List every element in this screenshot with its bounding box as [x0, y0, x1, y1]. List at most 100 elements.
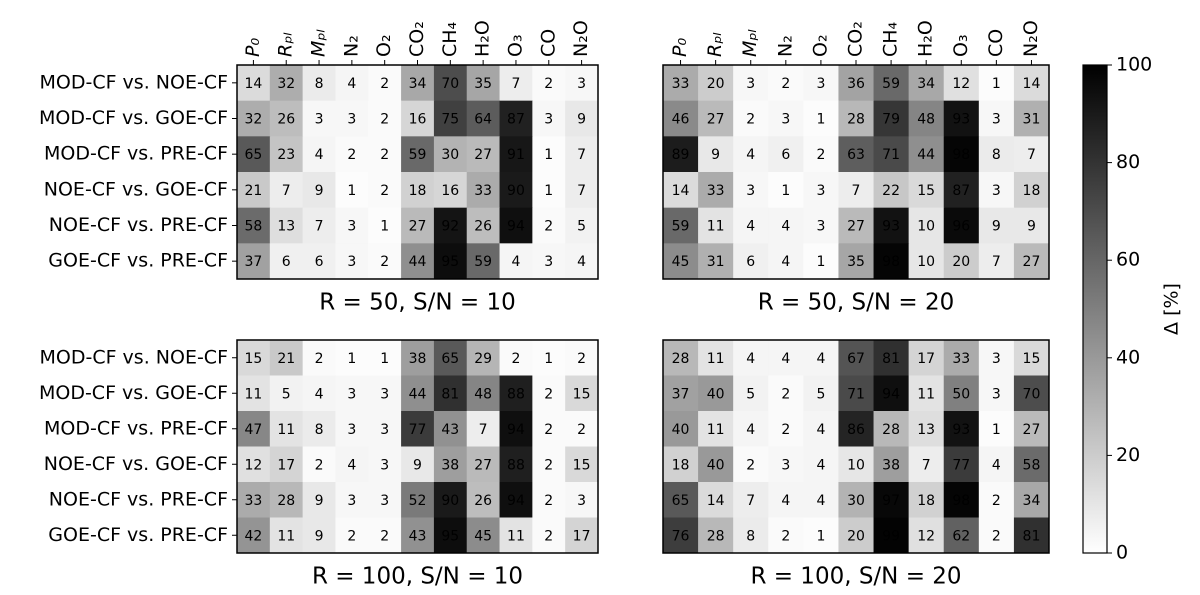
- cell-value: 77: [409, 422, 427, 438]
- heatmap-cell: [733, 375, 769, 412]
- cell-value: 3: [781, 457, 790, 473]
- heatmap-cell: [698, 482, 734, 518]
- cell-value: 12: [952, 76, 970, 92]
- row-label: MOD-CF vs. NOE-CF: [39, 71, 228, 93]
- cell-value: 71: [847, 386, 865, 402]
- heatmap-cell: [532, 65, 566, 102]
- heatmap-cell: [663, 172, 699, 209]
- cell-value: 2: [746, 112, 755, 128]
- cell-value: 20: [707, 76, 725, 92]
- heatmap-cell: [368, 65, 402, 102]
- cell-value: 27: [474, 457, 492, 473]
- cell-value: 23: [277, 147, 295, 163]
- heatmap-cell: [302, 243, 336, 280]
- cell-value: 3: [380, 386, 389, 402]
- heatmap-cell: [401, 136, 435, 173]
- cell-value: 6: [282, 254, 291, 270]
- heatmap-cell: [335, 65, 369, 102]
- heatmap-cell: [873, 243, 910, 280]
- cell-value: 2: [380, 528, 389, 544]
- cell-value: 14: [707, 493, 725, 509]
- cell-value: 3: [992, 386, 1001, 402]
- heatmap-cell: [302, 100, 336, 137]
- heatmap-cell: [803, 136, 839, 173]
- cell-value: 98: [952, 493, 970, 509]
- heatmap-cell: [499, 517, 533, 554]
- column-label: H₂O: [915, 20, 937, 57]
- cell-value: 81: [441, 386, 459, 402]
- cell-value: 7: [479, 422, 488, 438]
- cell-value: 52: [409, 493, 427, 509]
- heatmap-cell: [768, 375, 804, 412]
- heatmap-cell: [532, 340, 566, 376]
- cell-value: 2: [544, 493, 553, 509]
- cell-value: 59: [882, 76, 900, 92]
- cell-value: 38: [882, 457, 900, 473]
- cell-value: 3: [347, 112, 356, 128]
- heatmap-cell: [532, 411, 566, 447]
- heatmap-cell: [401, 375, 435, 412]
- row-label: GOE-CF vs. PRE-CF: [48, 250, 228, 272]
- heatmap-cell: [302, 340, 336, 376]
- cell-value: 3: [347, 422, 356, 438]
- heatmap-cell: [838, 517, 875, 554]
- column-label: Rₚₗ: [704, 33, 726, 58]
- heatmap-cell: [302, 207, 336, 244]
- heatmap-cell: [698, 172, 734, 209]
- heatmap-cell: [368, 207, 402, 244]
- heatmap-cell: [838, 446, 875, 483]
- heatmap-cell: [978, 172, 1015, 209]
- heatmap-cell: [368, 136, 402, 173]
- row-label: MOD-CF vs. NOE-CF: [39, 346, 228, 368]
- heatmap-cell: [302, 65, 336, 102]
- cell-value: 4: [347, 76, 356, 92]
- column-label: N₂O: [1020, 20, 1042, 57]
- heatmap-cell: [433, 65, 468, 102]
- heatmap-cell: [663, 482, 699, 518]
- heatmap-cell: [803, 207, 839, 244]
- column-label: N₂: [340, 35, 362, 57]
- cell-value: 17: [917, 351, 935, 367]
- heatmap-cell: [237, 136, 271, 173]
- cell-value: 11: [707, 422, 725, 438]
- heatmap-cell: [978, 411, 1015, 447]
- column-label: N₂: [774, 35, 796, 57]
- cell-value: 1: [544, 147, 553, 163]
- cell-value: 21: [277, 351, 295, 367]
- cell-value: 65: [441, 351, 459, 367]
- cell-value: 71: [882, 147, 900, 163]
- heatmap-cell: [663, 446, 699, 483]
- heatmap-cell: [978, 446, 1015, 483]
- heatmap-cell: [908, 446, 945, 483]
- cell-value: 13: [917, 422, 935, 438]
- heatmap-cell: [698, 517, 734, 554]
- heatmap-cell: [237, 340, 271, 376]
- heatmap-cell: [838, 243, 875, 280]
- cell-value: 30: [847, 493, 865, 509]
- heatmap-cell: [768, 243, 804, 280]
- cell-value: 34: [1023, 493, 1041, 509]
- heatmap-cell: [433, 411, 468, 447]
- cell-value: 4: [746, 422, 755, 438]
- cell-value: 94: [507, 422, 525, 438]
- heatmap-cell: [335, 446, 369, 483]
- cell-value: 35: [474, 76, 492, 92]
- heatmap-cell: [978, 100, 1015, 137]
- heatmap-cell: [1013, 340, 1050, 376]
- heatmap-cell: [873, 446, 910, 483]
- cell-value: 3: [544, 112, 553, 128]
- cell-value: 10: [917, 254, 935, 270]
- column-label: CH₄: [880, 21, 902, 57]
- colorbar-tick-label: 20: [1116, 444, 1140, 466]
- cell-value: 44: [409, 386, 427, 402]
- cell-value: 89: [672, 147, 690, 163]
- cell-value: 43: [409, 528, 427, 544]
- heatmap-cell: [433, 207, 468, 244]
- heatmap-cell: [978, 517, 1015, 554]
- cell-value: 11: [507, 528, 525, 544]
- heatmap-cell: [698, 375, 734, 412]
- heatmap-cell: [943, 136, 980, 173]
- heatmap-cell: [733, 136, 769, 173]
- heatmap-cell: [663, 340, 699, 376]
- heatmap-cell: [768, 172, 804, 209]
